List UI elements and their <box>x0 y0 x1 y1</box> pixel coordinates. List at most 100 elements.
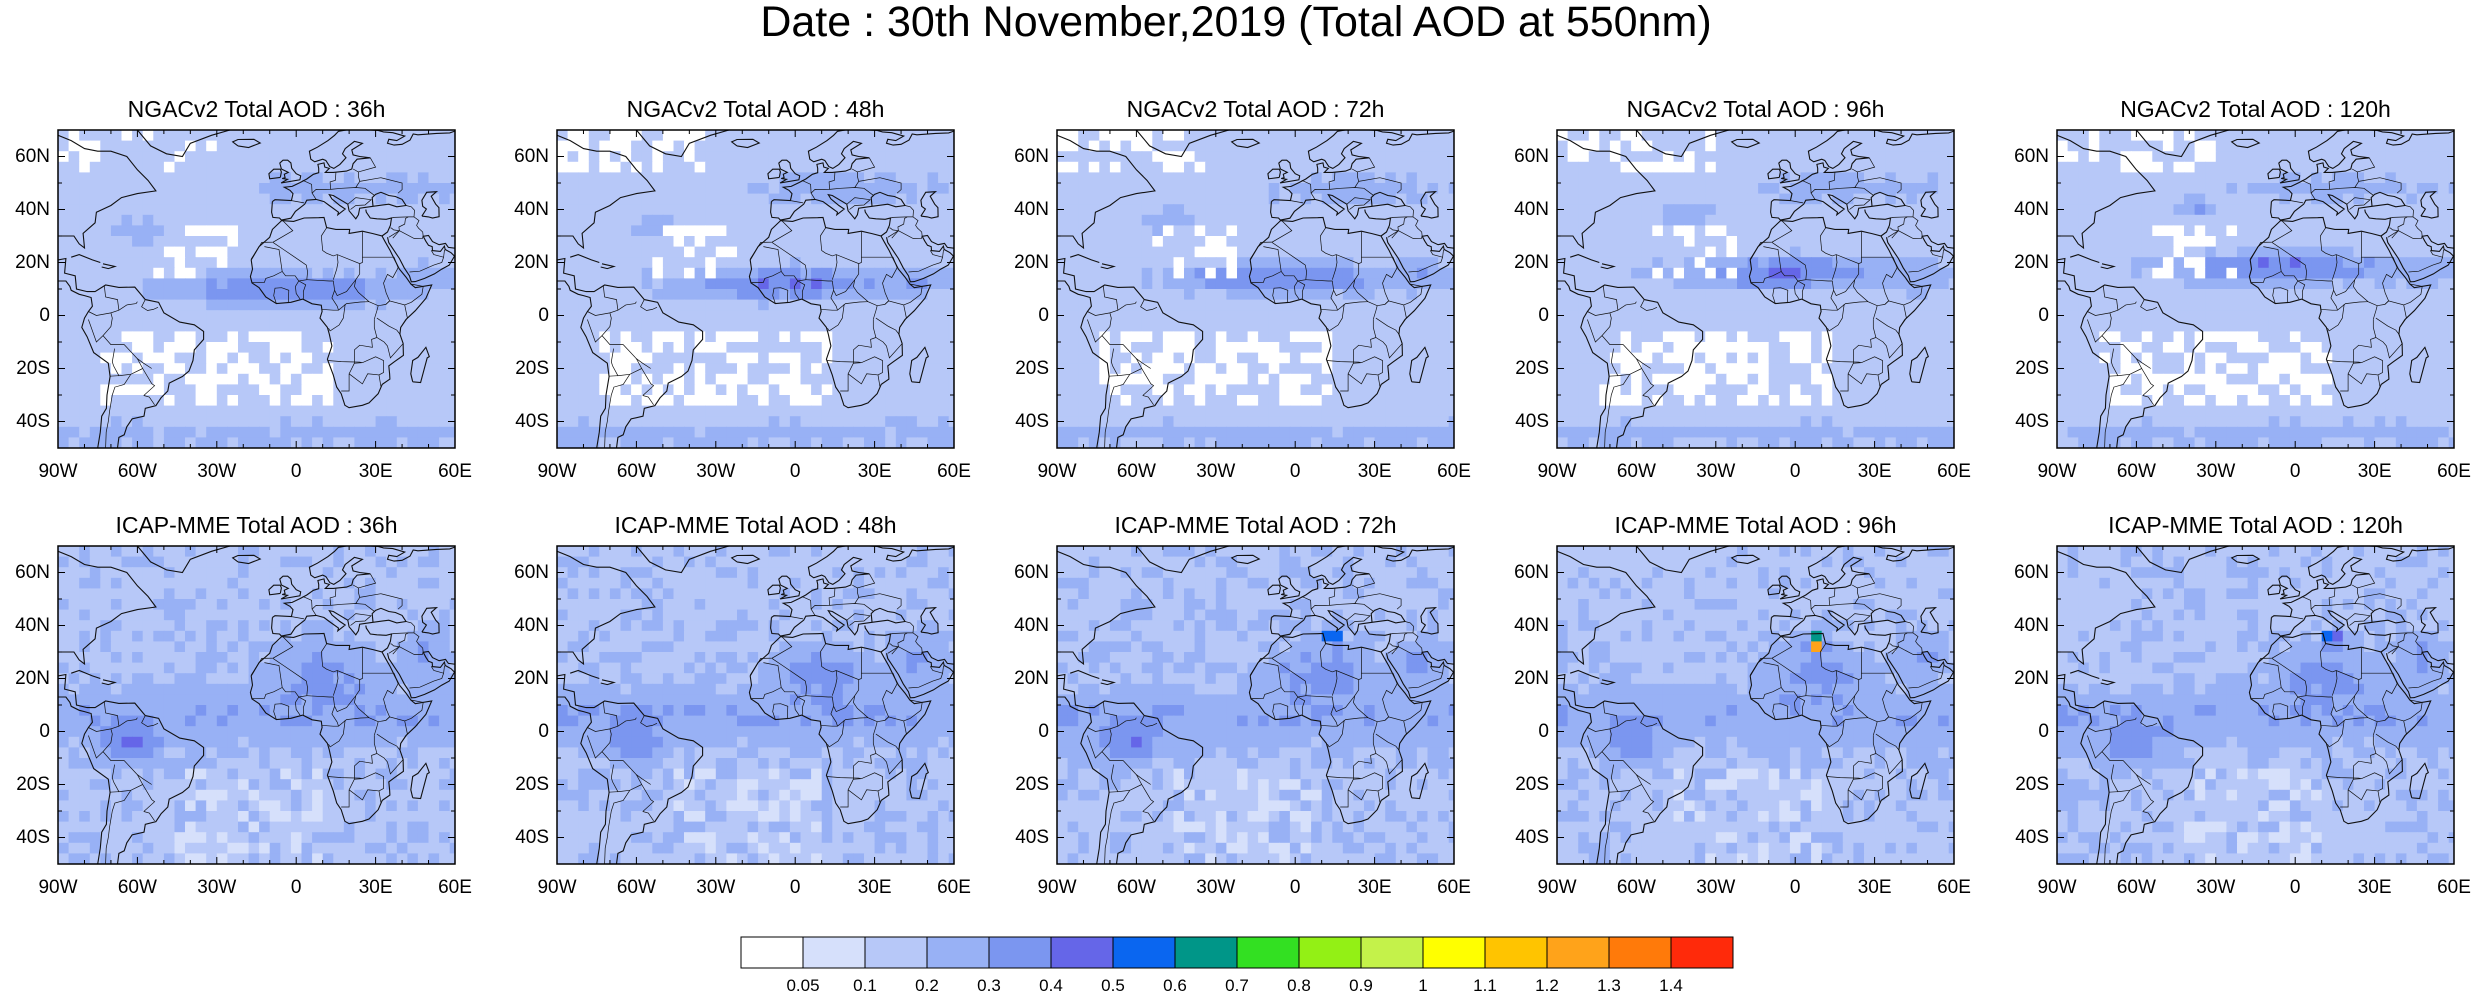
lat-tick-label: 20N <box>1487 669 1549 689</box>
colorbar-label: 0.2 <box>897 977 957 995</box>
colorbar-swatch <box>1175 937 1237 968</box>
lat-tick-label: 60N <box>487 563 549 583</box>
lat-tick-label: 60N <box>487 147 549 167</box>
lon-tick-label: 60W <box>2106 462 2166 482</box>
lat-tick-label: 60N <box>1987 147 2049 167</box>
lon-tick-label: 30E <box>2345 878 2405 898</box>
colorbar-swatch <box>1051 937 1113 968</box>
lat-tick-label: 40S <box>987 412 1049 432</box>
colorbar-label: 0.8 <box>1269 977 1329 995</box>
colorbar-swatch <box>1113 937 1175 968</box>
colorbar-swatch <box>1547 937 1609 968</box>
lat-tick-label: 20N <box>0 253 50 273</box>
lat-tick-label: 0 <box>1487 722 1549 742</box>
lon-tick-label: 30E <box>2345 462 2405 482</box>
aod-field <box>557 546 960 865</box>
colorbar-label: 1.4 <box>1641 977 1701 995</box>
lon-tick-label: 30E <box>1845 878 1905 898</box>
colorbar-label: 0.6 <box>1145 977 1205 995</box>
lon-tick-label: 30W <box>187 878 247 898</box>
lon-tick-label: 30W <box>2186 462 2246 482</box>
lon-tick-label: 0 <box>765 878 825 898</box>
map-panel-8 <box>1052 546 1460 865</box>
map-panel-6 <box>53 546 461 865</box>
colorbar <box>741 937 1733 968</box>
aod-field <box>1557 130 1960 449</box>
lon-tick-label: 60E <box>2424 462 2472 482</box>
aod-field <box>1557 546 1960 865</box>
lat-tick-label: 20S <box>1487 775 1549 795</box>
lat-tick-label: 60N <box>0 563 50 583</box>
lat-tick-label: 40N <box>1987 616 2049 636</box>
panel-title: NGACv2 Total AOD : 120h <box>2017 96 2472 122</box>
lon-tick-label: 30E <box>1345 878 1405 898</box>
colorbar-swatch <box>989 937 1051 968</box>
lat-tick-label: 40N <box>487 616 549 636</box>
lat-tick-label: 20N <box>987 669 1049 689</box>
lat-tick-label: 20N <box>1987 253 2049 273</box>
lon-tick-label: 30W <box>2186 878 2246 898</box>
lon-tick-label: 30W <box>686 878 746 898</box>
lon-tick-label: 0 <box>1265 878 1325 898</box>
panel-title: ICAP-MME Total AOD : 96h <box>1517 512 1994 538</box>
lon-tick-label: 90W <box>28 878 88 898</box>
lon-tick-label: 90W <box>2027 462 2087 482</box>
lon-tick-label: 90W <box>527 878 587 898</box>
lat-tick-label: 40N <box>987 616 1049 636</box>
lon-tick-label: 60E <box>1924 878 1984 898</box>
lon-tick-label: 60E <box>2424 878 2472 898</box>
panel-title: ICAP-MME Total AOD : 120h <box>2017 512 2472 538</box>
map-panel-7 <box>552 546 960 865</box>
aod-field <box>2057 130 2460 449</box>
lat-tick-label: 0 <box>0 722 50 742</box>
lat-tick-label: 40S <box>487 412 549 432</box>
lat-tick-label: 40N <box>0 616 50 636</box>
lon-tick-label: 30E <box>346 462 406 482</box>
lat-tick-label: 60N <box>1487 563 1549 583</box>
colorbar-label: 0.3 <box>959 977 1019 995</box>
lat-tick-label: 0 <box>1987 722 2049 742</box>
aod-field <box>58 130 461 449</box>
lat-tick-label: 0 <box>487 306 549 326</box>
lon-tick-label: 0 <box>2265 462 2325 482</box>
map-panel-2 <box>552 130 960 449</box>
aod-field <box>2057 546 2460 865</box>
lat-tick-label: 20S <box>1987 359 2049 379</box>
colorbar-swatch <box>1361 937 1423 968</box>
lon-tick-label: 30W <box>1686 878 1746 898</box>
aod-field <box>58 546 461 865</box>
lat-tick-label: 40S <box>1487 828 1549 848</box>
lon-tick-label: 0 <box>765 462 825 482</box>
lon-tick-label: 60E <box>924 462 984 482</box>
lat-tick-label: 0 <box>987 722 1049 742</box>
panel-title: NGACv2 Total AOD : 72h <box>1017 96 1494 122</box>
colorbar-label: 1.3 <box>1579 977 1639 995</box>
lon-tick-label: 30E <box>845 462 905 482</box>
lat-tick-label: 40S <box>1987 412 2049 432</box>
lat-tick-label: 0 <box>487 722 549 742</box>
aod-field <box>1057 546 1460 865</box>
colorbar-swatch <box>865 937 927 968</box>
colorbar-swatch <box>803 937 865 968</box>
lat-tick-label: 20S <box>0 359 50 379</box>
colorbar-label: 0.1 <box>835 977 895 995</box>
colorbar-swatch <box>1299 937 1361 968</box>
lon-tick-label: 30E <box>1845 462 1905 482</box>
lat-tick-label: 20N <box>487 253 549 273</box>
map-panel-5 <box>2052 130 2460 449</box>
aod-field <box>557 130 960 449</box>
colorbar-swatch <box>927 937 989 968</box>
lon-tick-label: 60E <box>1924 462 1984 482</box>
colorbar-label: 1 <box>1393 977 1453 995</box>
lon-tick-label: 60W <box>1106 878 1166 898</box>
colorbar-swatch <box>1671 937 1733 968</box>
lat-tick-label: 20N <box>987 253 1049 273</box>
lat-tick-label: 20N <box>0 669 50 689</box>
lon-tick-label: 0 <box>266 462 326 482</box>
panel-title: NGACv2 Total AOD : 96h <box>1517 96 1994 122</box>
lat-tick-label: 20S <box>487 775 549 795</box>
colorbar-swatch <box>1485 937 1547 968</box>
lon-tick-label: 30E <box>1345 462 1405 482</box>
lon-tick-label: 60E <box>425 878 485 898</box>
